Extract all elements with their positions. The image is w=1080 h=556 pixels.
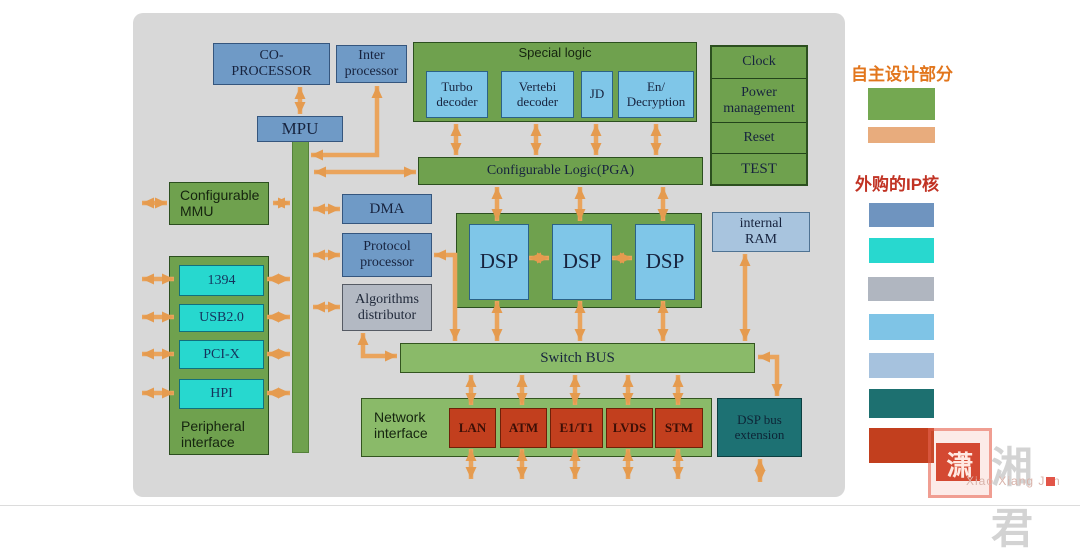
legend-swatch-teal [869, 389, 934, 418]
block-1394: 1394 [179, 265, 264, 296]
legend-swatch-blue-gray [869, 353, 934, 378]
vertical-bus-bar [292, 140, 309, 453]
block-atm: ATM [500, 408, 547, 448]
block-configurable-mmu: Configurable MMU [169, 182, 269, 225]
diagram-canvas: CO- PROCESSOR Inter processor MPU Specia… [133, 13, 845, 497]
legend-swatch-rust [869, 428, 934, 463]
legend-swatch-light-blue [869, 314, 934, 340]
legend-swatch-cyan [869, 238, 934, 263]
block-vertebi-decoder: Vertebi decoder [501, 71, 574, 118]
block-lvds: LVDS [606, 408, 653, 448]
special-logic-title: Special logic [518, 45, 592, 60]
block-clock: Clock [742, 54, 776, 70]
block-dsp-1: DSP [469, 224, 529, 300]
group-peripheral-interface: 1394 USB2.0 PCI-X HPI Peripheral interfa… [169, 256, 269, 455]
block-switch-bus: Switch BUS [400, 343, 755, 373]
legend-purchased-title: 外购的IP核 [855, 175, 940, 194]
watermark-caption: Xiao Xiang Jun [966, 474, 1061, 488]
legend-self-designed-title: 自主设计部分 [851, 65, 953, 84]
legend-swatch-self-orange [868, 127, 935, 143]
block-lan: LAN [449, 408, 496, 448]
block-dsp-3: DSP [635, 224, 695, 300]
block-inter-processor: Inter processor [336, 45, 407, 83]
watermark-seal: 潇 [928, 428, 992, 498]
block-protocol-processor: Protocol processor [342, 233, 432, 277]
legend-swatch-self-green [868, 88, 935, 120]
block-stm: STM [655, 408, 703, 448]
block-algorithms-distributor: Algorithms distributor [342, 284, 432, 331]
watermark-name: 湘君 [991, 446, 1042, 553]
block-hpi: HPI [179, 379, 264, 409]
block-co-processor: CO- PROCESSOR [213, 43, 330, 85]
network-interface-title: Network interface [374, 409, 428, 441]
group-dsp: DSP DSP DSP [456, 213, 702, 308]
block-dsp-bus-extension: DSP bus extension [717, 398, 802, 457]
block-usb2: USB2.0 [179, 304, 264, 332]
group-special-logic: Special logic Turbo decoder Vertebi deco… [413, 42, 697, 122]
block-mpu: MPU [257, 116, 343, 142]
block-turbo-decoder: Turbo decoder [426, 71, 488, 118]
peripheral-interface-title: Peripheral interface [181, 418, 245, 450]
block-pci-x: PCI-X [179, 340, 264, 369]
block-configurable-logic-pga: Configurable Logic(PGA) [418, 157, 703, 185]
watermark-seal-blob [936, 443, 980, 481]
block-en-decryption: En/ Decryption [618, 71, 694, 118]
watermark-seal-character: 潇 [946, 450, 974, 481]
block-dsp-2: DSP [552, 224, 612, 300]
block-reset: Reset [712, 122, 806, 153]
block-power-management: Power management [712, 78, 806, 122]
watermark-red-square [1046, 477, 1055, 486]
block-internal-ram: internal RAM [712, 212, 810, 252]
block-e1t1: E1/T1 [550, 408, 603, 448]
block-dma: DMA [342, 194, 432, 224]
block-test: TEST [712, 153, 806, 185]
block-jd: JD [581, 71, 613, 118]
group-network-interface: Network interface LAN ATM E1/T1 LVDS STM [361, 398, 712, 457]
group-system-blocks: Clock Power management Reset TEST [710, 45, 808, 186]
bottom-divider [0, 505, 1080, 506]
legend-swatch-steel-blue [869, 203, 934, 227]
legend-swatch-gray [868, 277, 934, 301]
